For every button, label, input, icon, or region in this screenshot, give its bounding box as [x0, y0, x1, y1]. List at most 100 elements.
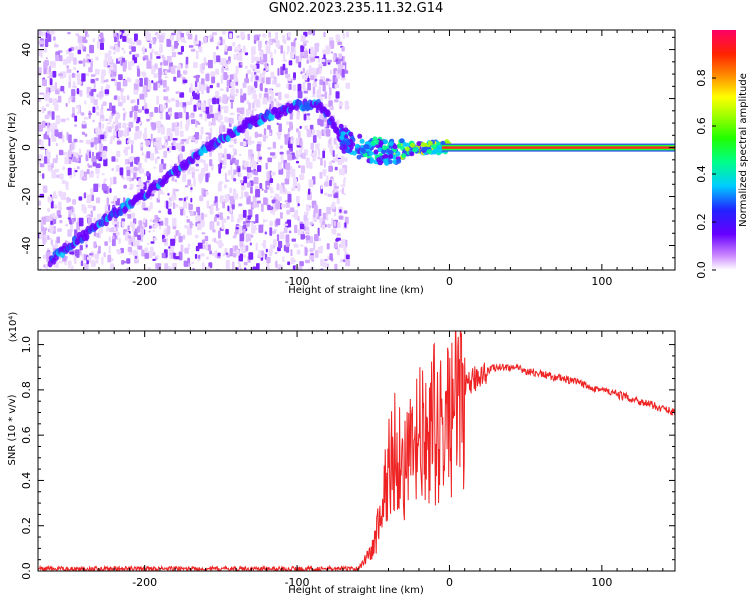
noise-speck: [246, 108, 250, 117]
noise-speck: [252, 94, 258, 100]
noise-speck: [264, 189, 268, 193]
noise-speck: [233, 94, 238, 97]
noise-speck: [206, 256, 209, 260]
noise-speck: [38, 200, 42, 206]
noise-speck: [217, 252, 221, 257]
noise-speck: [325, 45, 331, 55]
noise-speck: [155, 137, 159, 142]
noise-speck: [66, 206, 72, 210]
noise-speck: [108, 50, 112, 55]
noise-speck: [238, 115, 243, 122]
noise-speck: [331, 217, 334, 227]
cluster-point: [369, 158, 375, 163]
colorbar-tick-label: 0.4: [695, 165, 708, 183]
noise-speck: [194, 254, 198, 259]
noise-speck: [339, 102, 344, 107]
noise-speck: [261, 250, 265, 256]
spectrogram-frame: [37, 29, 676, 271]
noise-speck: [268, 31, 271, 38]
noise-speck: [272, 245, 276, 249]
noise-speck: [288, 83, 292, 90]
noise-speck: [292, 265, 297, 270]
noise-speck: [287, 31, 291, 37]
noise-speck: [304, 125, 308, 130]
noise-speck: [168, 201, 172, 208]
noise-speck: [113, 129, 116, 136]
cluster-point: [431, 144, 437, 150]
noise-speck: [136, 40, 142, 46]
noise-speck: [275, 260, 278, 269]
noise-speck: [239, 107, 245, 114]
noise-speck: [101, 173, 105, 176]
cluster-point: [359, 138, 365, 144]
noise-speck: [200, 117, 203, 120]
noise-speck: [103, 79, 106, 83]
noise-speck: [188, 135, 191, 140]
noise-speck: [172, 262, 177, 270]
noise-speck: [139, 168, 145, 174]
noise-speck: [291, 214, 297, 217]
noise-speck: [142, 201, 146, 208]
noise-speck: [224, 194, 229, 203]
noise-speck: [203, 36, 208, 44]
noise-speck: [150, 241, 155, 244]
noise-speck: [51, 136, 57, 142]
noise-speck: [300, 52, 303, 59]
noise-speck: [265, 77, 271, 85]
y-tick-label: 0.4: [20, 472, 33, 490]
noise-speck: [56, 210, 61, 216]
noise-speck: [166, 225, 171, 235]
noise-speck: [248, 252, 254, 260]
noise-speck: [315, 143, 320, 150]
noise-speck: [42, 185, 48, 193]
noise-speck: [105, 227, 110, 232]
noise-speck: [95, 259, 99, 264]
noise-speck: [243, 261, 248, 266]
noise-speck: [84, 173, 87, 181]
noise-speck: [231, 155, 234, 158]
noise-speck: [300, 165, 305, 174]
noise-speck: [275, 92, 279, 96]
noise-speck: [306, 59, 309, 64]
noise-speck: [57, 228, 62, 232]
noise-speck: [323, 160, 326, 168]
noise-speck: [67, 217, 71, 220]
noise-speck: [169, 249, 172, 254]
noise-speck: [78, 196, 83, 201]
noise-speck: [313, 241, 316, 250]
noise-speck: [341, 46, 345, 52]
noise-speck: [174, 40, 178, 49]
noise-speck: [182, 79, 188, 84]
noise-speck: [148, 230, 151, 233]
noise-speck: [304, 50, 309, 59]
noise-speck: [39, 174, 42, 177]
noise-speck: [201, 63, 205, 70]
noise-speck: [59, 173, 64, 180]
noise-speck: [345, 254, 350, 260]
noise-speck: [131, 144, 134, 154]
noise-speck: [133, 89, 139, 95]
noise-speck: [329, 87, 332, 96]
noise-speck: [183, 107, 187, 114]
noise-speck: [131, 60, 134, 66]
noise-speck: [99, 143, 103, 152]
noise-speck: [335, 91, 340, 99]
noise-speck: [232, 83, 235, 93]
noise-speck: [344, 216, 349, 224]
noise-speck: [261, 77, 265, 84]
noise-speck: [248, 136, 252, 146]
noise-speck: [46, 235, 50, 240]
noise-speck: [114, 44, 118, 52]
noise-speck: [320, 184, 323, 190]
noise-speck: [190, 83, 193, 93]
noise-speck: [334, 186, 339, 189]
noise-speck: [269, 132, 272, 135]
noise-speck: [251, 153, 254, 157]
noise-speck: [271, 171, 276, 176]
noise-speck: [151, 122, 157, 130]
noise-speck: [223, 72, 228, 80]
noise-speck: [163, 96, 169, 101]
noise-speck: [194, 92, 200, 100]
noise-speck: [198, 158, 204, 163]
noise-speck: [207, 244, 211, 251]
